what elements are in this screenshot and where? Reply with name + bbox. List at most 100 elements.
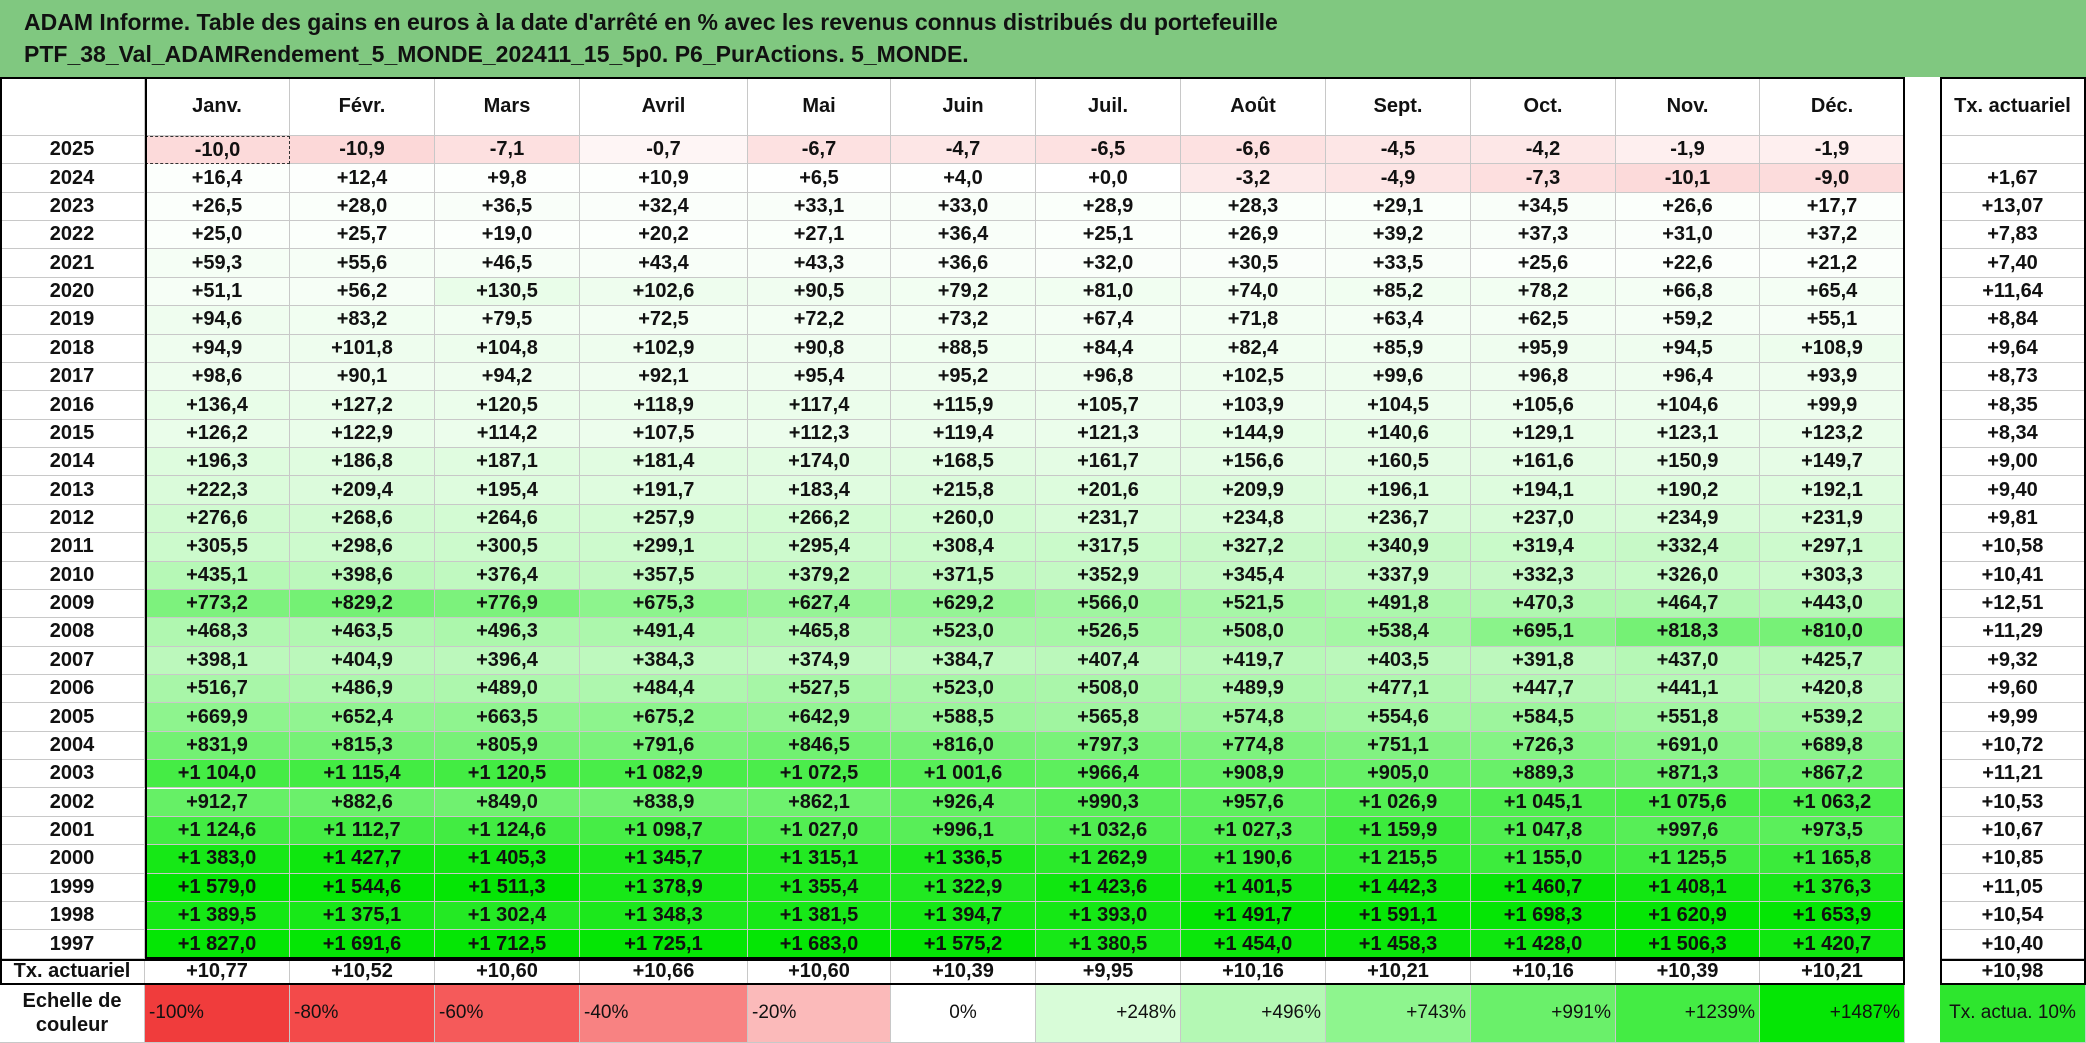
gain-cell: +96,8 — [1036, 362, 1181, 392]
tx-cell: +8,84 — [1940, 306, 2086, 335]
gain-cell: +1 423,6 — [1036, 873, 1181, 902]
month-header: Nov. — [1616, 77, 1760, 136]
gain-cell: +508,0 — [1036, 675, 1181, 704]
gain-cell: +973,5 — [1760, 816, 1905, 846]
gain-cell: +1 155,0 — [1471, 845, 1616, 874]
year-label: 2000 — [0, 845, 145, 874]
gain-cell: +43,4 — [580, 249, 748, 278]
gain-cell: +1 405,3 — [435, 845, 580, 874]
gain-cell: +103,9 — [1181, 391, 1326, 420]
gain-cell: +55,6 — [290, 249, 435, 278]
gain-cell: +12,4 — [290, 164, 435, 193]
gain-cell: +1 506,3 — [1616, 930, 1760, 959]
gain-cell: +94,6 — [145, 306, 290, 335]
gain-cell: +264,6 — [435, 504, 580, 534]
tx-cell: +9,81 — [1940, 504, 2086, 534]
gain-cell: +99,9 — [1760, 391, 1905, 420]
gain-cell: +79,5 — [435, 306, 580, 335]
tx-cell: +10,72 — [1940, 731, 2086, 761]
scale-tx: Tx. actua. 10% — [1940, 984, 2086, 1043]
year-label: 2021 — [0, 249, 145, 278]
gain-cell: +468,3 — [145, 618, 290, 647]
tx-cell: +13,07 — [1940, 192, 2086, 222]
gain-cell: +95,9 — [1471, 334, 1616, 363]
gain-cell: +95,4 — [748, 362, 891, 392]
tx-cell: +9,64 — [1940, 334, 2086, 363]
gain-cell: +101,8 — [290, 334, 435, 363]
year-label: 1999 — [0, 873, 145, 902]
gain-cell: -7,3 — [1471, 164, 1616, 193]
month-header: Juin — [891, 77, 1036, 136]
gain-cell: +1 125,5 — [1616, 845, 1760, 874]
gain-cell: +59,3 — [145, 249, 290, 278]
gain-cell: -0,7 — [580, 136, 748, 165]
gain-cell: +186,8 — [290, 448, 435, 477]
gain-cell: +105,6 — [1471, 391, 1616, 420]
gain-cell: +1 511,3 — [435, 873, 580, 902]
footer-cell: +10,39 — [891, 958, 1036, 985]
gain-cell: +84,4 — [1036, 334, 1181, 363]
gain-cell: +28,3 — [1181, 192, 1326, 222]
gain-cell: +127,2 — [290, 391, 435, 420]
gain-cell: +26,5 — [145, 192, 290, 222]
gain-cell: +663,5 — [435, 703, 580, 732]
gain-cell: +1 691,6 — [290, 930, 435, 959]
gain-cell: +1 376,3 — [1760, 873, 1905, 902]
gain-cell: +419,7 — [1181, 646, 1326, 676]
gain-cell: +236,7 — [1326, 504, 1471, 534]
gain-cell: +829,2 — [290, 589, 435, 619]
gain-cell: +435,1 — [145, 561, 290, 590]
gain-cell: +447,7 — [1471, 675, 1616, 704]
tx-cell: +10,67 — [1940, 816, 2086, 846]
gain-cell: +30,5 — [1181, 249, 1326, 278]
gain-cell: +130,5 — [435, 277, 580, 307]
gain-cell: +94,9 — [145, 334, 290, 363]
gain-cell: +905,0 — [1326, 760, 1471, 789]
gain-cell: +1 045,1 — [1471, 788, 1616, 817]
gain-cell: +22,6 — [1616, 249, 1760, 278]
gain-cell: +1 575,2 — [891, 930, 1036, 959]
tx-cell: +7,83 — [1940, 221, 2086, 250]
gain-cell: +102,9 — [580, 334, 748, 363]
gain-cell: +99,6 — [1326, 362, 1471, 392]
scale-label: Echelle de couleur — [0, 984, 145, 1043]
gain-cell: +27,1 — [748, 221, 891, 250]
gain-cell: +407,4 — [1036, 646, 1181, 676]
gain-cell: +194,1 — [1471, 476, 1616, 505]
gain-cell: +98,6 — [145, 362, 290, 392]
gain-cell: +957,6 — [1181, 788, 1326, 817]
gain-cell: +308,4 — [891, 533, 1036, 562]
gain-cell: +846,5 — [748, 731, 891, 761]
year-label: 2007 — [0, 646, 145, 676]
gain-cell: +43,3 — [748, 249, 891, 278]
gain-cell: +627,4 — [748, 589, 891, 619]
tx-cell: +11,21 — [1940, 760, 2086, 789]
gain-cell: +118,9 — [580, 391, 748, 420]
gain-cell: +1 075,6 — [1616, 788, 1760, 817]
year-label: 2018 — [0, 334, 145, 363]
gain-cell: +33,0 — [891, 192, 1036, 222]
gain-cell: +867,2 — [1760, 760, 1905, 789]
gain-cell: +17,7 — [1760, 192, 1905, 222]
gain-cell: +16,4 — [145, 164, 290, 193]
gain-cell: +108,9 — [1760, 334, 1905, 363]
year-label: 2003 — [0, 760, 145, 789]
gain-cell: +776,9 — [435, 589, 580, 619]
tx-cell: +10,58 — [1940, 533, 2086, 562]
gain-cell: +642,9 — [748, 703, 891, 732]
gain-cell: +1 428,0 — [1471, 930, 1616, 959]
gain-cell: +55,1 — [1760, 306, 1905, 335]
footer-cell: +10,16 — [1471, 958, 1616, 985]
gain-cell: +797,3 — [1036, 731, 1181, 761]
gain-cell: +477,1 — [1326, 675, 1471, 704]
month-header: Avril — [580, 77, 748, 136]
gain-cell: +1 427,7 — [290, 845, 435, 874]
gain-cell: +28,9 — [1036, 192, 1181, 222]
gain-cell: +28,0 — [290, 192, 435, 222]
gain-cell: +420,8 — [1760, 675, 1905, 704]
month-header: Janv. — [145, 77, 290, 136]
month-header: Oct. — [1471, 77, 1616, 136]
gain-cell: +1 420,7 — [1760, 930, 1905, 959]
tx-cell: +9,99 — [1940, 703, 2086, 732]
